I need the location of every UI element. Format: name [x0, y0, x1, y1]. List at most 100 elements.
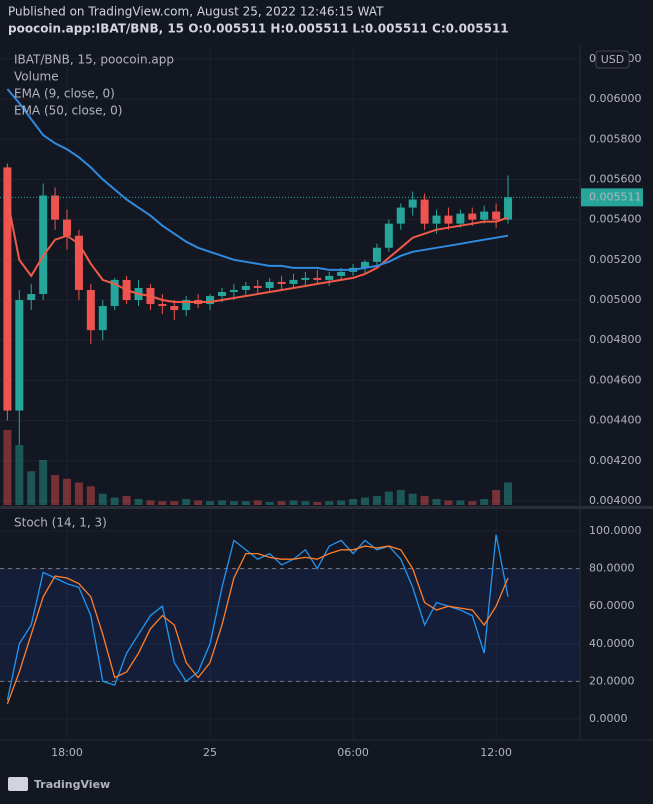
candle-body [170, 306, 179, 311]
candle-body [301, 277, 310, 280]
candle-body [3, 167, 12, 411]
candle-body [289, 279, 298, 284]
ema-line [6, 88, 509, 271]
candle-body [313, 277, 322, 280]
volume-bar [74, 482, 83, 505]
y-tick-label: 0.004400 [589, 414, 642, 427]
volume-bar [420, 496, 429, 505]
volume-bar [265, 502, 274, 505]
volume-bar [51, 475, 60, 505]
stoch-band-fill [0, 568, 580, 682]
candle-body [229, 289, 238, 292]
candle-body [86, 289, 95, 331]
volume-bar [86, 486, 95, 505]
volume-bar [253, 500, 262, 505]
currency-button[interactable] [595, 50, 630, 69]
volume-bar [63, 478, 71, 505]
ohlc: poocoin.app:IBAT/BNB, 15 O:0.005511 H:0.… [8, 22, 509, 36]
y-tick-label: 0.0000 [589, 712, 628, 725]
y-tick-label: 40.0000 [589, 637, 635, 650]
y-tick-label: 20.0000 [589, 674, 635, 687]
volume-bar [492, 490, 501, 505]
candle-body [158, 304, 167, 307]
stoch-line [6, 545, 509, 705]
candle-body [456, 213, 465, 224]
volume-bar [277, 501, 286, 505]
candle-body [444, 215, 453, 224]
volume-bar [361, 497, 369, 505]
volume-bar [349, 499, 358, 505]
volume-bar [39, 460, 48, 505]
volume-bar [229, 501, 238, 505]
y-tick-label: 0.005400 [589, 213, 642, 226]
volume-bar [206, 501, 215, 505]
legend-ema50: EMA (50, close, 0) [14, 104, 122, 118]
volume-bar [325, 501, 334, 505]
x-tick-label: 18:00 [51, 746, 83, 759]
candle-body [27, 293, 36, 301]
candle-body [396, 207, 405, 224]
y-tick-label: 0.004200 [589, 454, 642, 467]
volume-bar [98, 493, 107, 505]
legend-symbol: IBAT/BNB, 15, poocoin.app [14, 53, 174, 67]
currency-label: USD [601, 53, 625, 66]
candle-body [432, 215, 441, 224]
legend-volume: Volume [14, 70, 59, 84]
y-tick-label: 0.005600 [589, 172, 642, 185]
volume-bar [456, 500, 465, 505]
volume-bar [27, 471, 36, 505]
stoch-line [6, 534, 509, 701]
volume-bar [3, 430, 12, 505]
last-price-label: 0.005511 [589, 190, 642, 203]
candle-body [325, 275, 334, 280]
volume-bar [289, 500, 298, 505]
candle-body [504, 197, 513, 220]
candle-body [241, 285, 250, 290]
y-tick-label: 80.0000 [589, 562, 635, 575]
volume-bar [122, 496, 131, 505]
candle-body [372, 247, 381, 262]
y-tick-label: 0.005800 [589, 132, 642, 145]
volume-bar [372, 496, 381, 505]
volume-bar [301, 501, 310, 505]
volume-bar [194, 500, 203, 505]
candle-body [277, 281, 286, 284]
candle-body [408, 199, 417, 208]
candle-body [468, 213, 477, 220]
volume-bar [432, 499, 441, 505]
volume-bar [217, 500, 226, 505]
candle-body [492, 211, 501, 220]
candle-body [39, 195, 48, 294]
candle-body [110, 279, 119, 307]
volume-bar [337, 500, 346, 505]
legend-ema9: EMA (9, close, 0) [14, 87, 115, 101]
x-tick-label: 25 [203, 746, 217, 759]
volume-bar [146, 500, 155, 505]
volume-bar [444, 500, 453, 505]
y-tick-label: 0.006000 [589, 92, 642, 105]
candle-body [361, 261, 369, 268]
volume-bar [110, 497, 119, 505]
y-tick-label: 0.005000 [589, 293, 642, 306]
logo-icon [8, 777, 28, 791]
candle-body [217, 291, 226, 297]
volume-bar [313, 502, 322, 505]
axes: 18:00 25 06:00 12:00 0.004000 0.004200 0.00440… [51, 50, 643, 759]
candle-body [337, 271, 346, 276]
candle-body [51, 195, 60, 220]
footer-logo: TradingView [8, 777, 110, 791]
volume-bar [134, 499, 143, 505]
published: Published on TradingView.com, August 25,… [8, 5, 384, 19]
price-pane [0, 88, 580, 505]
stoch-title: Stoch (14, 1, 3) [14, 516, 107, 530]
volume-bar [241, 501, 250, 505]
candle-body [15, 300, 24, 411]
volume-bar [396, 490, 405, 505]
candle-body [265, 281, 274, 288]
y-tick-label: 0.004600 [589, 373, 642, 386]
y-tick-label: 0.004000 [589, 494, 642, 507]
candle-body [206, 296, 215, 305]
candle-body [384, 223, 393, 248]
